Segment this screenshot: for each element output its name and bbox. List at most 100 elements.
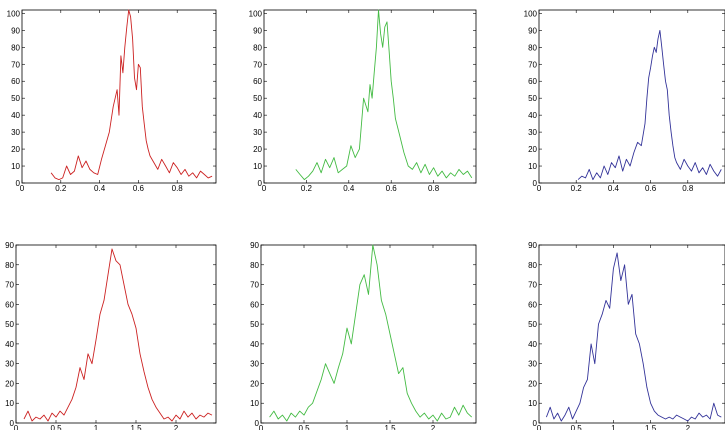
y-tick-label: 20 [528, 145, 537, 154]
x-tick-label: 1.5 [645, 424, 657, 430]
y-tick-label: 100 [249, 9, 263, 18]
y-tick-label: 10 [253, 162, 262, 171]
y-tick-label: 60 [528, 300, 537, 309]
y-tick-label: 100 [7, 9, 21, 18]
x-tick-label: 0.6 [386, 184, 398, 193]
y-tick-label: 20 [11, 145, 20, 154]
y-tick-label: 30 [5, 360, 14, 369]
y-tick-label: 50 [11, 94, 20, 103]
y-tick-label: 80 [11, 43, 20, 52]
y-tick-label: 60 [253, 77, 262, 86]
series-line [50, 9, 213, 181]
y-tick-label: 10 [528, 162, 537, 171]
x-tick-label: 0.6 [133, 184, 145, 193]
x-tick-label: 1.5 [130, 424, 142, 430]
chart-panel-bottom-left: 0 10 20 30 40 50 60 70 80 90 0 0.5 1 1.5 2 [5, 241, 217, 430]
axes-frame [263, 9, 477, 184]
y-tick-label: 0 [16, 179, 21, 188]
y-tick-label: 20 [250, 379, 259, 388]
y-tick-label: 40 [11, 111, 20, 120]
y-tick-label: 80 [528, 43, 537, 52]
y-tick-label: 60 [5, 300, 14, 309]
x-tick-label: 1 [94, 424, 99, 430]
axes-frame [260, 244, 477, 424]
y-tick-label: 50 [528, 94, 537, 103]
y-tick-label: 90 [528, 241, 537, 250]
y-tick-label: 60 [250, 300, 259, 309]
y-tick-label: 30 [528, 128, 537, 137]
y-tick-label: 40 [250, 340, 259, 349]
y-tick-label: 70 [253, 60, 262, 69]
y-tick-label: 30 [250, 360, 259, 369]
y-tick-label: 90 [528, 26, 537, 35]
y-tick-label: 80 [250, 261, 259, 270]
x-tick-label: 2 [686, 424, 691, 430]
y-tick-label: 50 [528, 320, 537, 329]
x-tick-label: 2 [431, 424, 436, 430]
y-tick-label: 80 [253, 43, 262, 52]
y-tick-label: 0 [258, 179, 263, 188]
y-tick-label: 60 [528, 77, 537, 86]
x-tick-label: 0 [259, 424, 264, 430]
y-tick-label: 0 [533, 419, 538, 428]
x-tick-label: 0 [20, 184, 25, 193]
x-tick-label: 0 [262, 184, 267, 193]
x-tick-label: 0 [537, 424, 542, 430]
x-tick-label: 0.4 [608, 184, 620, 193]
y-tick-label: 30 [11, 128, 20, 137]
x-tick-label: 2 [174, 424, 179, 430]
series-line [23, 248, 213, 422]
x-tick-label: 0.5 [50, 424, 62, 430]
y-tick-label: 100 [524, 9, 538, 18]
y-tick-label: 0 [255, 419, 260, 428]
x-tick-label: 0.8 [172, 184, 184, 193]
x-tick-label: 0.4 [94, 184, 106, 193]
y-tick-label: 10 [250, 399, 259, 408]
x-tick-label: 0.8 [428, 184, 440, 193]
y-tick-label: 10 [528, 399, 537, 408]
chart-panel-top-middle: 0 10 20 30 40 50 60 70 80 90 100 0 0.2 0.4 0.6 0.8 [249, 9, 477, 193]
y-tick-label: 20 [528, 379, 537, 388]
y-tick-label: 50 [253, 94, 262, 103]
y-tick-label: 30 [253, 128, 262, 137]
x-tick-label: 0.4 [343, 184, 355, 193]
y-tick-label: 20 [253, 145, 262, 154]
x-tick-label: 0 [537, 184, 542, 193]
x-tick-label: 0.5 [298, 424, 310, 430]
x-tick-label: 0.8 [682, 184, 694, 193]
y-tick-label: 40 [528, 340, 537, 349]
y-tick-label: 70 [528, 281, 537, 290]
y-tick-label: 50 [250, 320, 259, 329]
x-tick-label: 0.5 [571, 424, 583, 430]
y-tick-label: 30 [528, 360, 537, 369]
y-tick-label: 90 [253, 26, 262, 35]
y-tick-label: 70 [5, 281, 14, 290]
series-line [545, 252, 722, 422]
x-tick-label: 0 [14, 424, 19, 430]
chart-panel-bottom-middle: 0 10 20 30 40 50 60 70 80 90 0 0.5 1 1.5 2 [250, 241, 477, 430]
y-tick-label: 90 [5, 241, 14, 250]
y-tick-label: 10 [5, 399, 14, 408]
y-tick-label: 40 [528, 111, 537, 120]
y-tick-label: 0 [10, 419, 15, 428]
y-tick-label: 80 [5, 261, 14, 270]
axes-frame [538, 9, 725, 184]
y-tick-label: 50 [5, 320, 14, 329]
x-tick-label: 0.2 [301, 184, 313, 193]
y-tick-label: 90 [11, 26, 20, 35]
axes-frame [21, 9, 217, 184]
series-line [577, 29, 722, 181]
y-tick-label: 10 [11, 162, 20, 171]
series-line [295, 9, 473, 181]
axes-frame [538, 244, 725, 424]
y-tick-label: 0 [533, 179, 538, 188]
y-tick-label: 70 [528, 60, 537, 69]
y-tick-label: 70 [11, 60, 20, 69]
y-tick-label: 90 [250, 241, 259, 250]
y-tick-label: 20 [5, 379, 14, 388]
x-tick-label: 0.2 [571, 184, 583, 193]
x-tick-label: 1 [345, 424, 350, 430]
x-tick-label: 1.5 [384, 424, 396, 430]
chart-panel-top-left: 0 10 20 30 40 50 60 70 80 90 100 0 0.2 0.4 0.6 0.8 [7, 9, 217, 193]
